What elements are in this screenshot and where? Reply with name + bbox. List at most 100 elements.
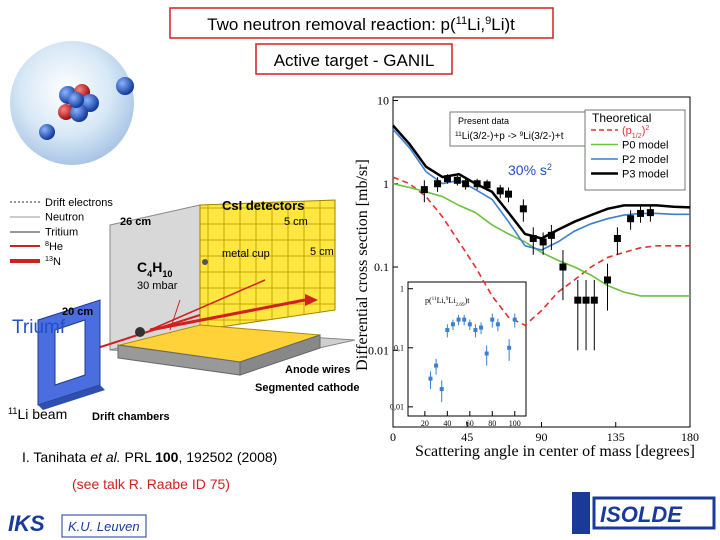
text-part: 11 [456, 15, 467, 27]
x-tick-label: 60 [466, 419, 474, 428]
legend-label: P2 model [622, 154, 668, 166]
data-point [505, 190, 512, 198]
text-part: H [152, 259, 162, 275]
y-tick-label: 1 [400, 285, 404, 294]
text-part: 10 [162, 269, 172, 279]
text-part: 11 [8, 406, 17, 416]
text-part: Tritium [45, 226, 78, 238]
data-point [462, 180, 470, 188]
legend-label: Neutron [45, 212, 84, 224]
inset-frame [407, 281, 527, 417]
label: Anode wires [285, 364, 350, 376]
data-point [434, 180, 442, 188]
data-point [582, 296, 590, 304]
data-point [604, 276, 611, 284]
data-point [473, 328, 478, 333]
diagram-legend-labels: Drift electrons Neutron Tritium 8He 13N [45, 197, 113, 268]
data-point [496, 187, 504, 195]
y-tick-label: 0,01 [390, 403, 404, 412]
model-curve [392, 176, 690, 327]
label: Drift chambers [92, 411, 170, 423]
label: metal cup [222, 248, 270, 260]
data-point [462, 317, 467, 322]
atom-illustration [10, 41, 134, 165]
x-tick-label: 135 [607, 430, 625, 444]
text-part: P3 model [622, 169, 668, 181]
data-point [473, 180, 481, 188]
legend-label: Tritium [45, 226, 78, 238]
label: 26 cm [120, 216, 151, 228]
x-tick-label: 45 [461, 430, 473, 444]
data-point [495, 322, 500, 327]
legend-label: 8He [45, 240, 63, 253]
data-point [420, 186, 428, 194]
theory-legend-box [584, 109, 686, 191]
data-point [637, 209, 644, 217]
legend-title: Present data [458, 116, 509, 126]
x-tick-label: 0 [390, 430, 396, 444]
data-point [646, 209, 654, 217]
subtitle-box [255, 43, 453, 75]
y-tick-label: 0.1 [374, 260, 389, 274]
x-tick-label: 20 [421, 419, 429, 428]
text-part: Li [448, 296, 456, 305]
text-part: 100 [155, 449, 179, 465]
beam-label: 11Li beam [8, 406, 67, 422]
data-point [547, 231, 555, 239]
annotation: 30% s2 [508, 162, 552, 178]
slide-subtitle: Active target - GANIL [274, 51, 435, 70]
data-point [479, 325, 484, 330]
text-part: 11 [432, 296, 437, 302]
data-point [613, 235, 621, 243]
data-point [519, 205, 527, 213]
text-part: Li beam [17, 406, 67, 422]
text-part: I. Tanihata [22, 449, 90, 465]
x-axis-label: Scattering angle in center of mass [degr… [415, 443, 695, 460]
data-point [574, 296, 582, 304]
text-part: 4 [147, 269, 153, 279]
text-part: P2 model [622, 154, 668, 166]
text-part: et al. [90, 449, 120, 465]
data-point [590, 296, 598, 304]
text-part: Li(3/2-)+t [523, 131, 564, 142]
data-legend-box [449, 111, 586, 147]
x-tick-label: 40 [443, 419, 451, 428]
data-point [529, 235, 537, 243]
data-point [428, 376, 433, 381]
data-point [434, 363, 439, 368]
label: CsI detectors [222, 198, 304, 213]
text-part: ) [642, 125, 646, 137]
text-part: Li(3/2-)+p -> [462, 131, 520, 142]
y-tick-label: 10 [377, 94, 389, 108]
citation: I. Tanihata et al. PRL 100, 192502 (2008… [22, 449, 277, 465]
data-point [512, 317, 517, 322]
text-part: C [137, 259, 147, 275]
detector-diagram [37, 199, 356, 410]
x-tick-label: 180 [681, 430, 699, 444]
data-point [467, 322, 472, 327]
text-part: (p [622, 125, 632, 137]
text-part: Li, [467, 15, 485, 34]
text-part: Neutron [45, 212, 84, 224]
data-point [453, 176, 461, 184]
text-part: 2.69 [455, 302, 464, 308]
text-part: , 192502 (2008) [178, 449, 277, 465]
text-part: P0 model [622, 140, 668, 152]
label: 20 cm [62, 306, 93, 318]
text-part: 11 [455, 131, 462, 138]
data-point [445, 328, 450, 333]
data-point [456, 317, 461, 322]
label: 5 cm [284, 216, 308, 228]
data-point [483, 181, 491, 189]
text-part: Li)t [491, 15, 515, 34]
diagram-legend [10, 201, 40, 263]
y-tick-label: 0.01 [368, 344, 389, 358]
text-part: He [49, 241, 63, 253]
text-part: 9 [446, 296, 449, 302]
text-part: PRL [121, 449, 156, 465]
label: 5 cm [310, 246, 334, 258]
text-part: 2 [547, 162, 552, 172]
logo-left: IKS [8, 511, 45, 536]
data-point [539, 238, 547, 246]
